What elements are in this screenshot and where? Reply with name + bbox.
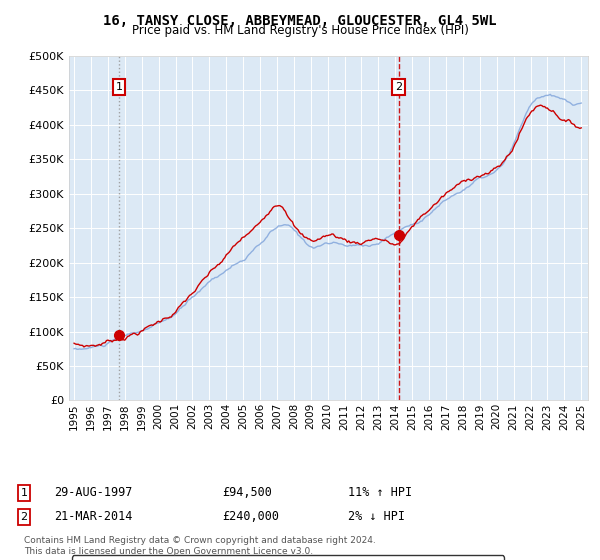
Text: 1: 1	[20, 488, 28, 498]
Text: 1: 1	[116, 82, 123, 92]
Text: 2% ↓ HPI: 2% ↓ HPI	[348, 510, 405, 524]
Text: £240,000: £240,000	[222, 510, 279, 524]
Text: Price paid vs. HM Land Registry's House Price Index (HPI): Price paid vs. HM Land Registry's House …	[131, 24, 469, 37]
Text: 11% ↑ HPI: 11% ↑ HPI	[348, 486, 412, 500]
Text: 21-MAR-2014: 21-MAR-2014	[54, 510, 133, 524]
Text: 2: 2	[395, 82, 403, 92]
Text: Contains HM Land Registry data © Crown copyright and database right 2024.
This d: Contains HM Land Registry data © Crown c…	[24, 536, 376, 556]
Legend: 16, TANSY CLOSE, ABBEYMEAD, GLOUCESTER, GL4 5WL (detached house), HPI: Average p: 16, TANSY CLOSE, ABBEYMEAD, GLOUCESTER, …	[71, 556, 505, 560]
Text: £94,500: £94,500	[222, 486, 272, 500]
Text: 2: 2	[20, 512, 28, 522]
Text: 16, TANSY CLOSE, ABBEYMEAD, GLOUCESTER, GL4 5WL: 16, TANSY CLOSE, ABBEYMEAD, GLOUCESTER, …	[103, 14, 497, 28]
Text: 29-AUG-1997: 29-AUG-1997	[54, 486, 133, 500]
